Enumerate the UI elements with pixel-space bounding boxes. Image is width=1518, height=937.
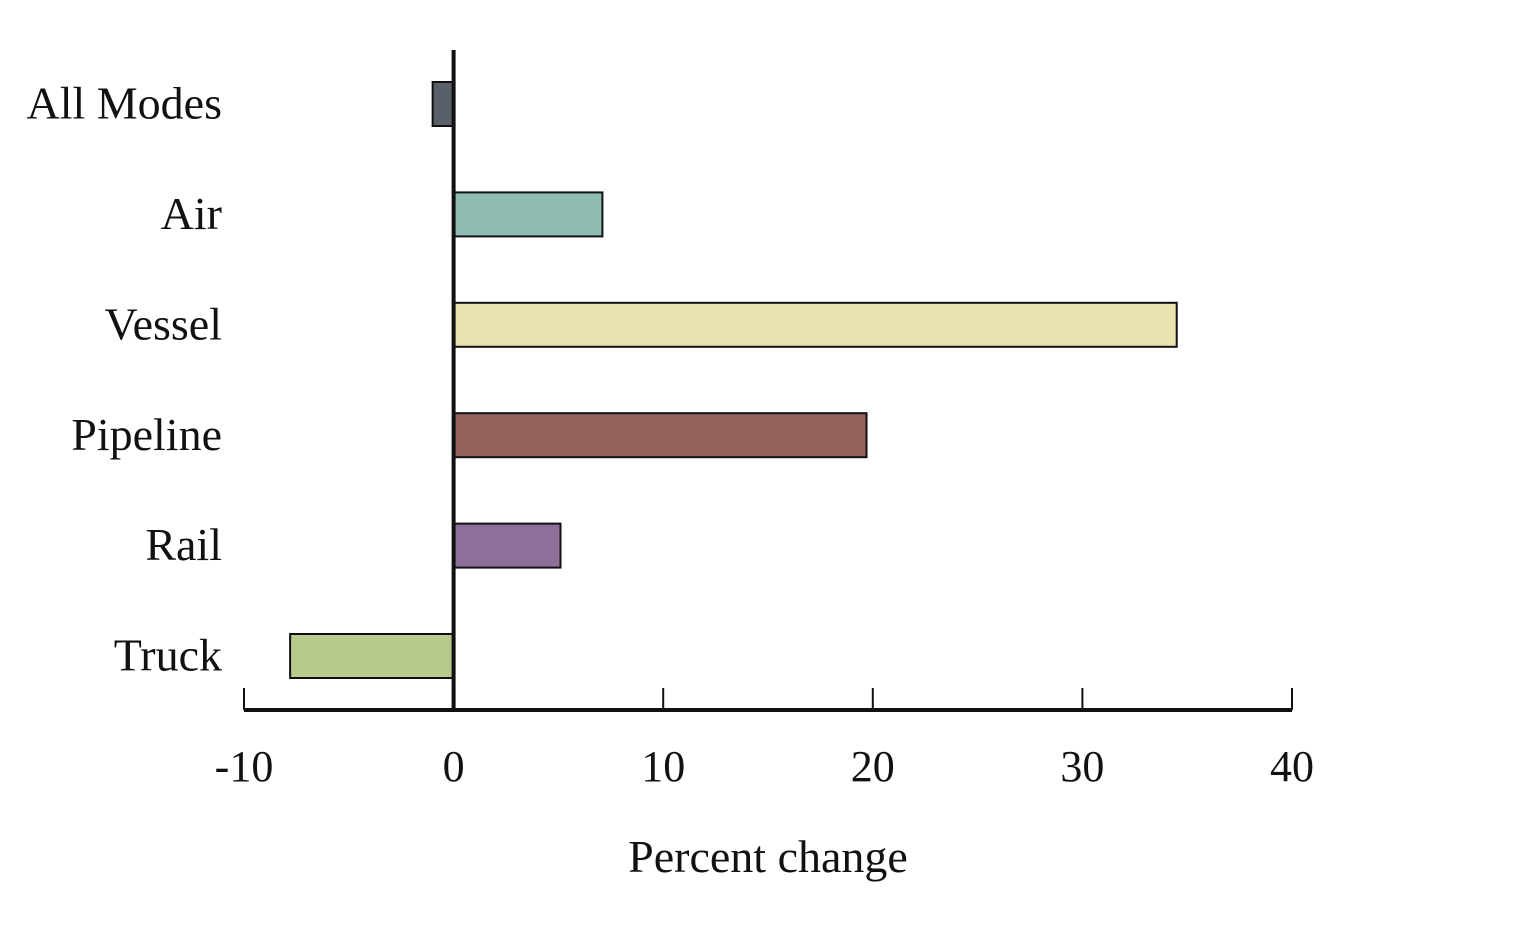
x-tick-label: 20 [851,742,895,791]
x-tick-label: -10 [215,742,274,791]
x-axis-title: Percent change [628,831,908,882]
bars-group [289,81,1178,679]
category-label: All Modes [27,78,223,129]
bar-air [452,191,604,238]
bar-pipeline [452,412,868,459]
category-labels: All Modes Air Vessel Pipeline Rail Truck [27,78,223,681]
category-label: Truck [114,630,222,681]
x-tick-label: 0 [443,742,465,791]
category-label: Air [161,188,222,239]
bar-rail [452,522,562,569]
x-tick-label: 40 [1270,742,1314,791]
x-tick-label: 10 [641,742,685,791]
bar-truck [289,633,455,679]
bar-all-modes [431,81,455,127]
x-tick-labels: -10 0 10 20 30 40 [215,742,1314,791]
category-label: Rail [145,519,222,570]
bar-vessel [452,301,1178,348]
category-label: Vessel [104,298,222,349]
x-axis-ticks [243,688,1293,710]
category-label: Pipeline [71,409,222,460]
x-tick-label: 30 [1060,742,1104,791]
